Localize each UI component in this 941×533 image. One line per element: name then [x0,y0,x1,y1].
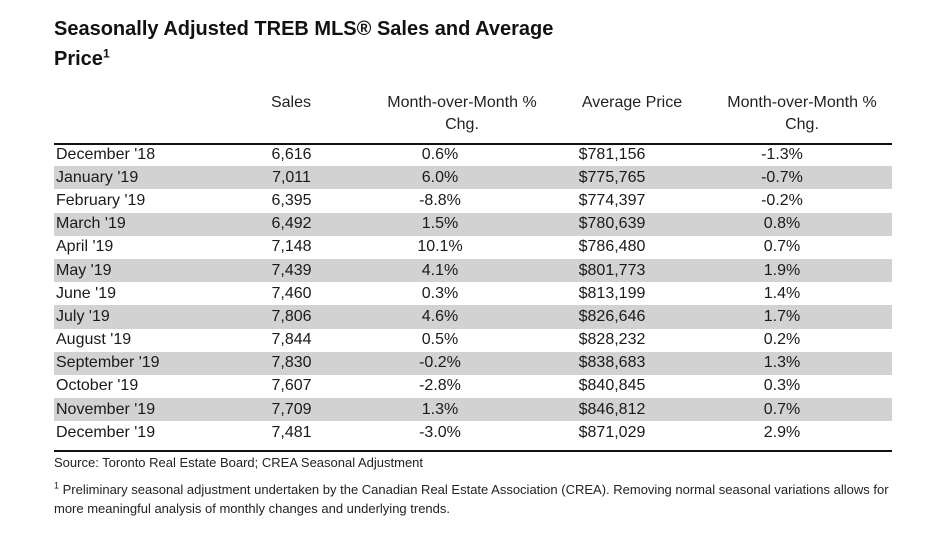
cell-sales-mom: -8.8% [419,191,461,209]
table-row: September '19 7,830 -0.2% $838,683 1.3% [54,351,892,375]
cell-sales-mom: 6.0% [328,166,552,190]
cell-sales: 7,481 [271,423,312,441]
cell-sales-mom: 1.5% [328,212,552,236]
cell-sales: 7,844 [271,331,312,349]
cell-sales: 7,709 [255,398,328,422]
cell-month: May '19 [54,258,255,283]
footnote-marker: 1 [54,480,60,491]
cell-average-price: $774,397 [578,191,646,209]
page-title: Seasonally Adjusted TREB MLS® Sales and … [54,14,614,74]
cell-average-price: $786,480 [578,238,646,256]
cell-sales: 6,492 [255,212,328,236]
cell-sales: 7,148 [271,238,312,256]
cell-sales-mom: 10.1% [417,238,463,256]
cell-sales-mom: 0.3% [421,284,459,302]
cell-sales-mom: -3.0% [419,423,461,441]
cell-month: October '19 [56,377,139,395]
table-row: August '19 7,844 0.5% $828,232 0.2% [54,329,892,352]
cell-average-price: $775,765 [552,166,672,190]
source-note: Source: Toronto Real Estate Board; CREA … [54,455,424,470]
title-text: Seasonally Adjusted TREB MLS® Sales and … [54,18,554,70]
cell-sales: 7,011 [255,166,328,190]
cell-month: July '19 [54,305,255,329]
cell-price-mom: 0.7% [763,238,801,256]
cell-sales-mom: -2.8% [419,377,461,395]
cell-sales: 7,460 [271,284,312,302]
cell-average-price: $828,232 [578,331,646,349]
cell-average-price: $838,683 [552,351,672,375]
table-row: May '19 7,439 4.1% $801,773 1.9% [54,258,892,283]
footnote: 1 Preliminary seasonal adjustment undert… [54,480,894,518]
cell-sales: 6,616 [271,145,312,163]
cell-sales: 7,607 [271,377,312,395]
cell-price-mom: 1.9% [672,258,892,283]
cell-price-mom: 1.4% [763,284,801,302]
cell-sales: 6,395 [271,191,312,209]
cell-month: March '19 [54,212,255,236]
cell-price-mom: -1.3% [761,145,803,163]
cell-month: January '19 [54,166,255,190]
cell-month: June '19 [56,284,116,302]
cell-month: February '19 [56,191,146,209]
cell-price-mom: 0.3% [763,377,801,395]
cell-average-price: $781,156 [578,145,646,163]
cell-sales: 7,806 [255,305,328,329]
footnote-text: Preliminary seasonal adjustment undertak… [54,482,889,516]
cell-month: November '19 [54,398,255,422]
cell-average-price: $813,199 [578,284,646,302]
table-row: June '19 7,460 0.3% $813,199 1.4% [54,282,892,305]
sales-table: December '18 6,616 0.6% $781,156 -1.3% Januar… [54,143,892,444]
cell-sales-mom: 0.6% [421,145,459,163]
table-body: December '18 6,616 0.6% $781,156 -1.3% Januar… [54,143,892,444]
table-row: November '19 7,709 1.3% $846,812 0.7% [54,398,892,422]
table-row: March '19 6,492 1.5% $780,639 0.8% [54,212,892,236]
header-sales-mom: Month-over-Month % Chg. [387,94,537,133]
table-row: April '19 7,148 10.1% $786,480 0.7% [54,236,892,259]
cell-sales: 7,830 [255,351,328,375]
cell-average-price: $871,029 [578,423,646,441]
cell-month: September '19 [54,351,255,375]
header-price-mom: Month-over-Month % Chg. [727,94,877,133]
cell-price-mom: 1.7% [672,305,892,329]
cell-price-mom: 0.8% [672,212,892,236]
cell-price-mom: 1.3% [672,351,892,375]
cell-sales-mom: -0.2% [328,351,552,375]
cell-price-mom: 0.2% [763,331,801,349]
cell-price-mom: -0.2% [761,191,803,209]
cell-average-price: $780,639 [552,212,672,236]
cell-average-price: $840,845 [578,377,646,395]
cell-month: August '19 [56,331,132,349]
table-row: December '18 6,616 0.6% $781,156 -1.3% [54,143,892,166]
cell-sales-mom: 4.6% [328,305,552,329]
cell-average-price: $846,812 [552,398,672,422]
cell-sales-mom: 4.1% [328,258,552,283]
cell-price-mom: 0.7% [672,398,892,422]
cell-month: December '19 [56,423,156,441]
header-average-price: Average Price [581,94,683,111]
table-row: January '19 7,011 6.0% $775,765 -0.7% [54,166,892,190]
cell-month: December '18 [56,145,156,163]
table-row: February '19 6,395 -8.8% $774,397 -0.2% [54,189,892,212]
title-footnote-marker: 1 [102,46,110,61]
cell-sales: 7,439 [255,258,328,283]
header-sales: Sales [270,94,312,111]
table-row: October '19 7,607 -2.8% $840,845 0.3% [54,375,892,398]
cell-price-mom: -0.7% [672,166,892,190]
cell-average-price: $801,773 [552,258,672,283]
cell-price-mom: 2.9% [763,423,801,441]
cell-month: April '19 [56,238,114,256]
table-row: July '19 7,806 4.6% $826,646 1.7% [54,305,892,329]
table-top-rule [54,143,892,145]
cell-sales-mom: 1.3% [328,398,552,422]
table-bottom-rule [54,450,892,452]
cell-average-price: $826,646 [552,305,672,329]
table-row: December '19 7,481 -3.0% $871,029 2.9% [54,421,892,444]
cell-sales-mom: 0.5% [421,331,459,349]
